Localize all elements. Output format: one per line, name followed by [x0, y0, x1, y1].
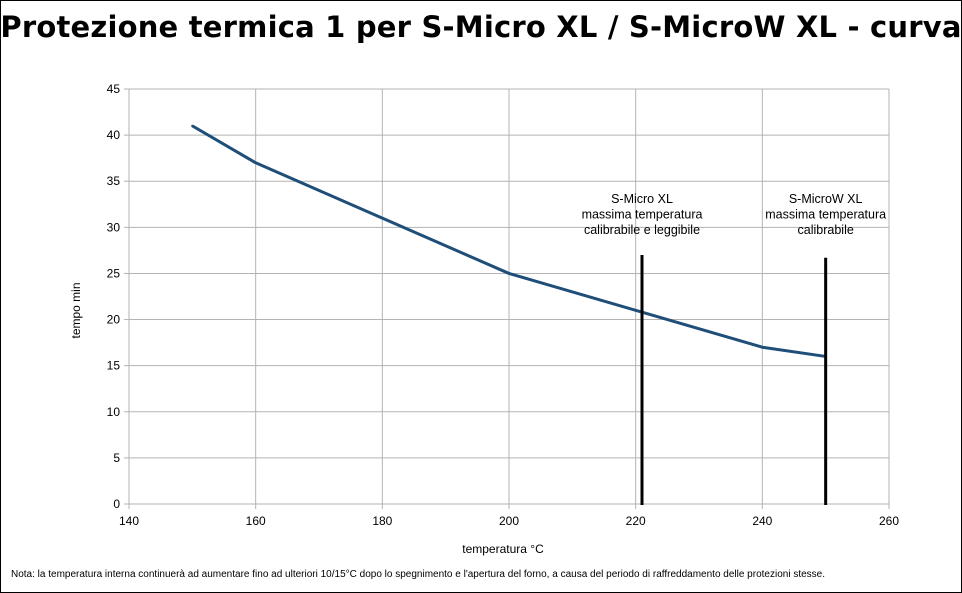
y-tick-label: 25 [107, 266, 121, 280]
y-tick-label: 10 [107, 405, 121, 419]
marker-annotation-line: calibrabile [798, 223, 854, 237]
x-tick-label: 240 [752, 514, 772, 528]
series-group [191, 124, 827, 358]
footnote: Nota: la temperatura interna continuerà … [11, 569, 826, 580]
y-tick-label: 45 [107, 82, 121, 96]
chart-title: Protezione termica 1 per S-Micro XL / S-… [0, 10, 962, 44]
y-tick-label: 30 [107, 220, 121, 234]
x-tick-label: 260 [879, 514, 899, 528]
data-point [634, 309, 637, 312]
x-tick-label: 220 [626, 514, 646, 528]
x-tick-label: 160 [246, 514, 266, 528]
y-tick-label: 0 [113, 497, 120, 511]
grid-lines [128, 88, 890, 504]
x-tick-label: 140 [119, 514, 139, 528]
y-tick-label: 40 [107, 128, 121, 142]
x-tick-label: 180 [372, 514, 392, 528]
y-axis-label: tempo min [69, 282, 83, 338]
data-point [507, 272, 511, 275]
data-point [381, 216, 384, 220]
marker-annotation-line: calibrabile e leggibile [584, 223, 700, 237]
x-tick-labels: 140 160 180 200 220 240 260 [119, 514, 899, 528]
axes [124, 88, 890, 509]
data-point [254, 161, 257, 164]
x-axis-label: temperatura °C [462, 542, 544, 556]
y-tick-label: 20 [107, 313, 121, 327]
marker-annotation-line: massima temperatura [765, 208, 886, 222]
y-tick-label: 5 [113, 451, 120, 465]
data-point [191, 124, 194, 128]
marker-annotation-line: S-Micro XL [611, 192, 673, 206]
data-point [761, 346, 764, 349]
marker-annotation-line: S-MicroW XL [789, 192, 863, 206]
x-tick-label: 200 [499, 514, 519, 528]
y-tick-labels: 0 5 10 15 20 25 30 35 40 45 [107, 82, 121, 511]
marker-annotation-line: massima temperatura [582, 208, 703, 222]
y-tick-label: 15 [107, 359, 121, 373]
y-tick-label: 35 [107, 174, 121, 188]
